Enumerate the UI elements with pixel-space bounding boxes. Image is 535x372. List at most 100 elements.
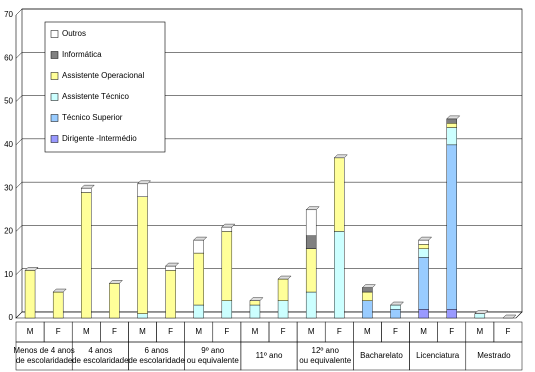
grid-line	[15, 8, 23, 16]
y-tick-label: 10	[4, 270, 13, 279]
bar-segment	[446, 123, 457, 128]
group-label: 12º ano	[312, 346, 340, 355]
grid-line	[15, 225, 23, 232]
group-label: Licenciatura	[416, 351, 460, 360]
y-tick-label: 30	[4, 183, 13, 192]
bar-segment	[277, 300, 289, 319]
grid-line	[15, 268, 23, 275]
y-tick-label: 50	[4, 97, 13, 106]
bar-segment	[418, 248, 429, 258]
x-tick-label: M	[308, 327, 315, 336]
legend-label: Assistente Operacional	[62, 71, 144, 80]
x-tick-label: M	[27, 327, 34, 336]
group-label: 11º ano	[256, 351, 283, 360]
x-tick-label: F	[505, 327, 510, 336]
bar-segment	[418, 244, 429, 249]
bar-top	[502, 314, 517, 319]
x-tick-label: F	[393, 327, 398, 336]
x-tick-label: M	[195, 327, 202, 336]
x-tick-label: M	[364, 327, 371, 336]
bar-segment	[305, 209, 317, 236]
y-tick-label: 20	[4, 227, 13, 236]
x-tick-label: M	[83, 327, 90, 336]
legend-label: Outros	[62, 29, 86, 38]
bar-segment	[81, 187, 92, 193]
bar-top	[221, 223, 236, 228]
bar-top	[474, 310, 489, 314]
legend-swatch	[50, 30, 59, 38]
group-cell	[465, 341, 523, 371]
bar-segment	[418, 309, 429, 319]
group-label: de escolaridade	[16, 356, 73, 365]
x-tick-label: M	[139, 327, 146, 336]
group-label: 9º ano	[201, 346, 224, 355]
bar-segment	[52, 291, 64, 319]
bar-segment	[305, 235, 317, 249]
bar-segment	[109, 283, 120, 319]
x-tick-label: F	[449, 327, 454, 336]
bar-segment	[193, 239, 204, 254]
bar-segment	[165, 265, 176, 271]
y-tick-label: 70	[4, 10, 13, 19]
bar-top	[137, 180, 151, 185]
bar-top	[305, 206, 320, 210]
bar-top	[361, 284, 376, 288]
bar-segment	[362, 287, 373, 293]
grid-line	[15, 52, 23, 59]
bar-segment	[24, 270, 36, 319]
bar-segment	[334, 157, 345, 232]
bar-segment	[418, 257, 429, 310]
x-tick-label: F	[56, 327, 61, 336]
grid-line	[15, 311, 23, 319]
legend-swatch	[50, 114, 59, 122]
bar-segment	[193, 304, 204, 319]
x-tick-label: F	[337, 327, 342, 336]
bar-segment	[193, 252, 204, 306]
bar-segment	[137, 183, 148, 197]
legend-label: Informática	[62, 50, 102, 59]
bar-top	[249, 297, 264, 301]
bar-segment	[390, 304, 401, 310]
bar-top	[418, 236, 433, 241]
bar-segment	[474, 313, 486, 319]
x-tick-label: M	[420, 327, 427, 336]
x-tick-label: F	[281, 327, 286, 336]
floor	[15, 311, 523, 319]
y-tick-label: 0	[9, 313, 14, 322]
group-label: 4 anos	[88, 346, 112, 355]
bar-segment	[221, 231, 233, 301]
bar-top	[80, 184, 95, 189]
legend-swatch	[50, 51, 59, 59]
bar-segment	[390, 309, 401, 319]
grid-line	[15, 95, 23, 102]
bar-top	[24, 267, 39, 271]
bar-segment	[305, 248, 317, 293]
group-label: de escolaridade	[72, 356, 129, 365]
legend-swatch	[50, 135, 59, 143]
bar-segment	[137, 313, 148, 319]
legend-label: Dirigente -Intermédio	[62, 134, 137, 143]
x-tick-label: F	[112, 327, 117, 336]
bar-segment	[362, 291, 373, 301]
legend-label: Assistente Técnico	[62, 92, 130, 101]
bar-top	[193, 236, 208, 241]
y-tick-label: 40	[4, 140, 13, 149]
x-tick-label: M	[476, 327, 483, 336]
bar-top	[333, 154, 348, 159]
bar-segment	[446, 127, 457, 146]
bar-segment	[221, 300, 233, 319]
group-label: ou equivalente	[299, 356, 352, 365]
bar-segment	[277, 278, 289, 301]
bar-segment	[446, 144, 457, 310]
bar-segment	[249, 304, 261, 319]
bar-segment	[165, 270, 176, 319]
bar-segment	[221, 226, 233, 232]
legend	[44, 21, 166, 153]
y-tick-label: 60	[4, 53, 13, 62]
group-label: Menos de 4 anos	[13, 346, 74, 355]
bar-segment	[81, 192, 92, 319]
group-label: ou equivalente	[187, 356, 240, 365]
group-label: de escolaridade	[128, 356, 185, 365]
bar-segment	[446, 118, 457, 124]
legend-label: Técnico Superior	[62, 113, 123, 122]
